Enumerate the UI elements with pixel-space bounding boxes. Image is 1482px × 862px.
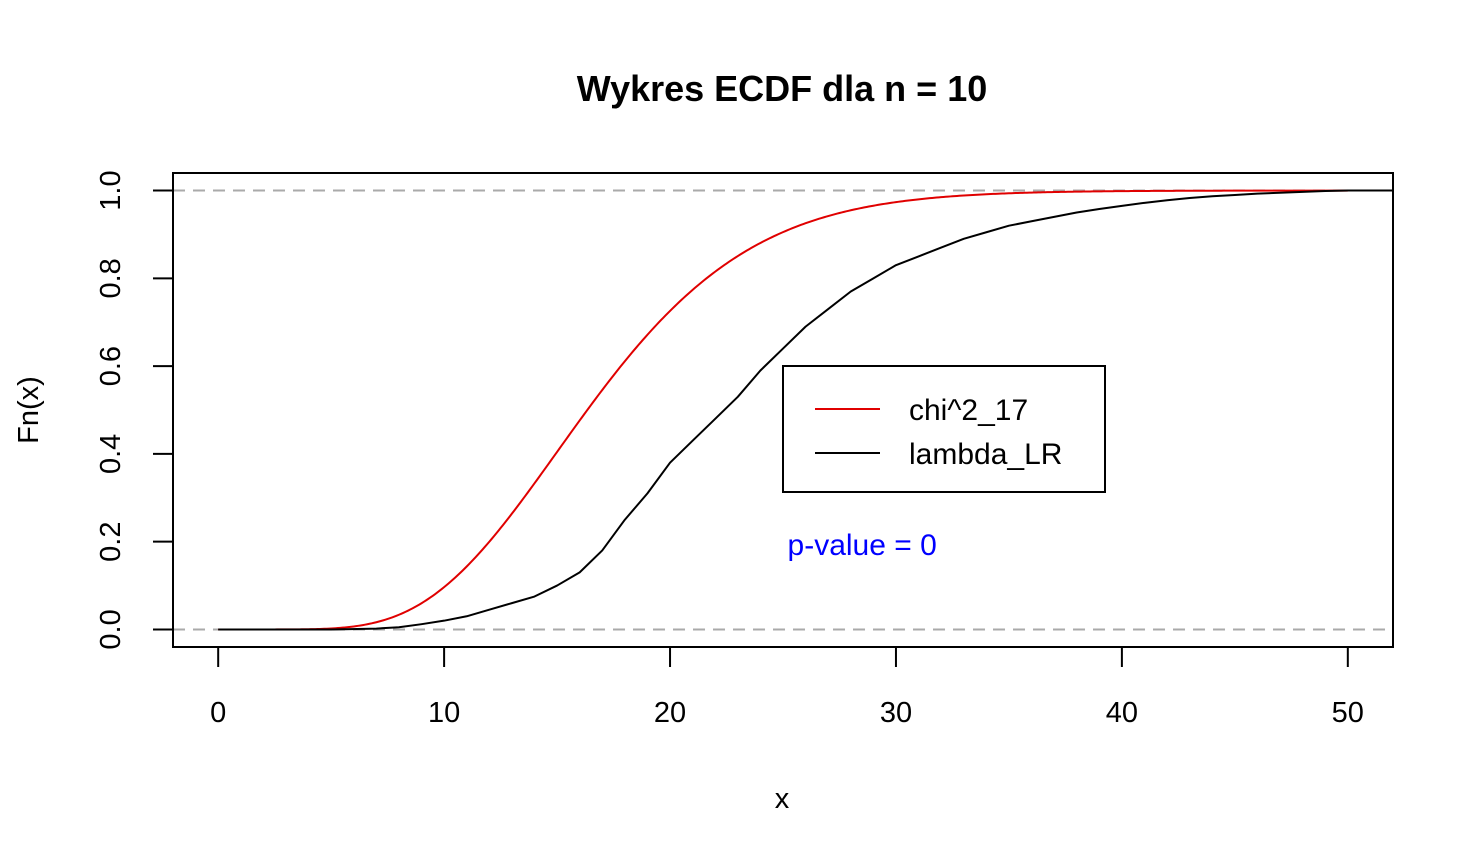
x-tick-label: 0 bbox=[210, 697, 226, 729]
x-tick-label: 40 bbox=[1106, 697, 1138, 729]
y-tick-label: 0.4 bbox=[95, 434, 127, 474]
p-value-annotation: p-value = 0 bbox=[788, 529, 937, 562]
x-axis: 0 10 20 30 40 50 bbox=[210, 646, 1364, 729]
y-axis: 0.0 0.2 0.4 0.6 0.8 1.0 bbox=[95, 170, 174, 650]
series-line-0 bbox=[218, 189, 1348, 631]
y-tick-label: 0.8 bbox=[95, 258, 127, 298]
legend-label-chi2: chi^2_17 bbox=[909, 394, 1028, 427]
legend-box bbox=[782, 365, 1106, 493]
x-axis-label: x bbox=[775, 783, 790, 815]
x-tick-label: 30 bbox=[880, 697, 912, 729]
y-axis-label: Fn(x) bbox=[13, 376, 45, 444]
series-layer bbox=[218, 189, 1393, 631]
legend-label-lambda: lambda_LR bbox=[909, 438, 1062, 471]
legend: chi^2_17 lambda_LR bbox=[782, 365, 1106, 493]
y-tick-label: 0.6 bbox=[95, 346, 127, 386]
series-line-1 bbox=[218, 189, 1393, 631]
y-tick-label: 0.0 bbox=[95, 609, 127, 649]
x-tick-label: 10 bbox=[428, 697, 460, 729]
chart-title: Wykres ECDF dla n = 10 bbox=[577, 68, 988, 109]
x-tick-label: 20 bbox=[654, 697, 686, 729]
y-tick-label: 0.2 bbox=[95, 522, 127, 562]
x-tick-label: 50 bbox=[1332, 697, 1364, 729]
y-tick-label: 1.0 bbox=[95, 170, 127, 210]
